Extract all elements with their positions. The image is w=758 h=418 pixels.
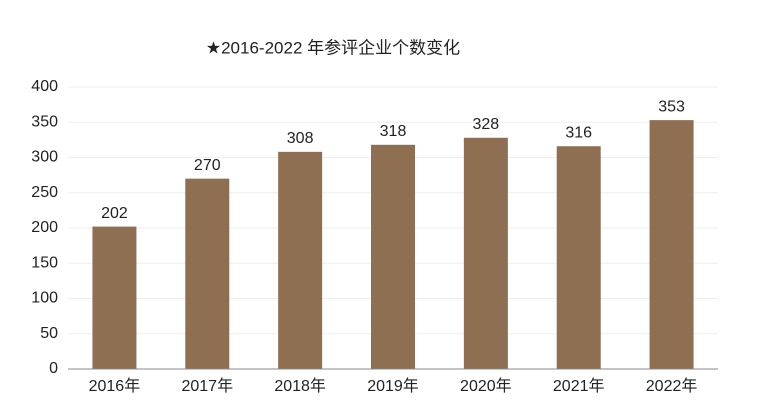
y-tick-label: 400 xyxy=(31,78,58,95)
data-label: 270 xyxy=(194,157,221,174)
y-tick-label: 300 xyxy=(31,149,58,166)
x-tick-label: 2018年 xyxy=(274,377,326,395)
y-tick-label: 50 xyxy=(40,325,58,342)
data-label: 318 xyxy=(380,123,407,140)
x-tick-label: 2016年 xyxy=(89,377,141,395)
data-label: 353 xyxy=(658,98,685,115)
x-tick-label: 2020年 xyxy=(460,377,512,395)
y-tick-label: 350 xyxy=(31,113,58,130)
bar xyxy=(92,226,137,369)
y-tick-label: 250 xyxy=(31,184,58,201)
bar xyxy=(649,120,694,369)
data-label: 328 xyxy=(473,116,500,133)
y-tick-label: 200 xyxy=(31,219,58,236)
x-tick-label: 2019年 xyxy=(367,377,419,395)
bar xyxy=(278,151,323,369)
x-tick-label: 2021年 xyxy=(553,377,605,395)
bar xyxy=(371,144,415,369)
bar xyxy=(185,178,230,369)
data-label: 308 xyxy=(287,130,314,147)
y-tick-label: 150 xyxy=(31,254,58,271)
data-label: 202 xyxy=(101,205,128,222)
bar xyxy=(556,146,601,369)
y-tick-label: 100 xyxy=(31,290,58,307)
data-label: 316 xyxy=(565,124,592,141)
y-tick-label: 0 xyxy=(49,360,58,377)
chart-title: ★2016-2022 年参评企业个数变化 xyxy=(206,38,460,57)
x-tick-label: 2017年 xyxy=(181,377,233,395)
x-tick-label: 2022年 xyxy=(646,377,698,395)
bar xyxy=(463,137,508,369)
